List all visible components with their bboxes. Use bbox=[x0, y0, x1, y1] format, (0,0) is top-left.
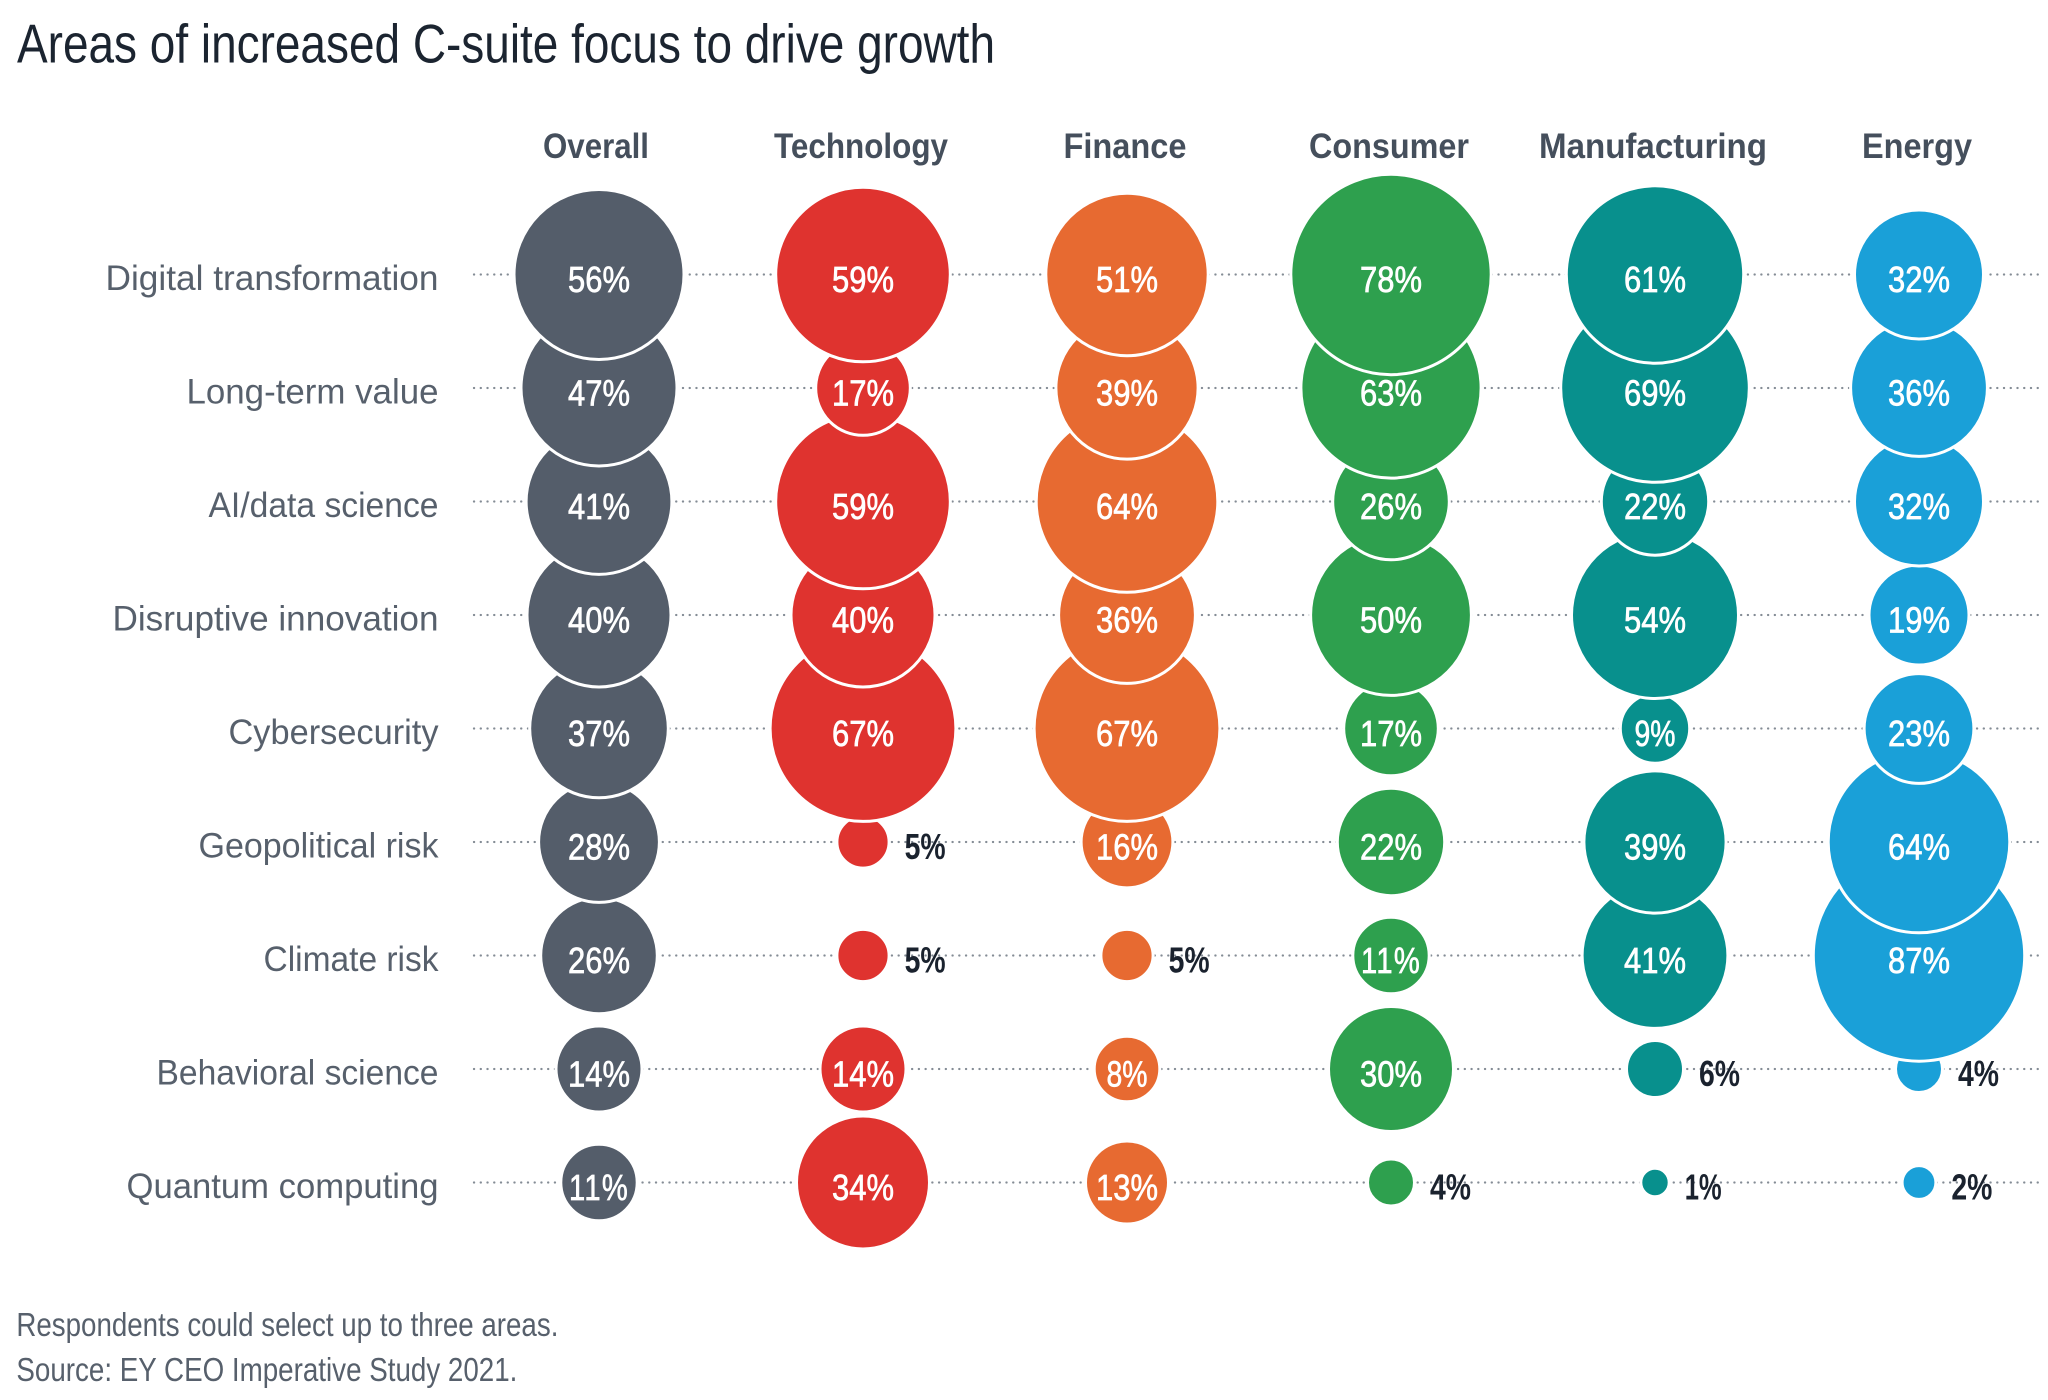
svg-text:2%: 2% bbox=[1951, 1168, 1992, 1208]
svg-text:5%: 5% bbox=[905, 941, 946, 981]
svg-text:14%: 14% bbox=[832, 1055, 894, 1095]
svg-text:41%: 41% bbox=[1624, 941, 1686, 981]
svg-text:22%: 22% bbox=[1360, 828, 1422, 868]
svg-text:Technology: Technology bbox=[774, 127, 948, 166]
svg-text:13%: 13% bbox=[1096, 1168, 1158, 1208]
svg-text:51%: 51% bbox=[1096, 260, 1158, 300]
svg-text:54%: 54% bbox=[1624, 601, 1686, 641]
svg-text:30%: 30% bbox=[1360, 1055, 1422, 1095]
svg-text:40%: 40% bbox=[568, 601, 630, 641]
svg-text:9%: 9% bbox=[1635, 714, 1676, 754]
svg-text:Climate risk: Climate risk bbox=[264, 940, 439, 979]
svg-text:67%: 67% bbox=[832, 714, 894, 754]
svg-text:63%: 63% bbox=[1360, 374, 1422, 414]
svg-text:64%: 64% bbox=[1888, 828, 1950, 868]
svg-text:11%: 11% bbox=[1361, 941, 1421, 981]
svg-text:16%: 16% bbox=[1096, 828, 1158, 868]
svg-text:19%: 19% bbox=[1888, 601, 1950, 641]
svg-text:69%: 69% bbox=[1624, 374, 1686, 414]
svg-text:11%: 11% bbox=[569, 1168, 629, 1208]
svg-text:36%: 36% bbox=[1096, 601, 1158, 641]
svg-text:32%: 32% bbox=[1888, 260, 1950, 300]
svg-text:61%: 61% bbox=[1624, 260, 1686, 300]
svg-text:4%: 4% bbox=[1430, 1168, 1471, 1208]
svg-text:50%: 50% bbox=[1360, 601, 1422, 641]
svg-text:39%: 39% bbox=[1624, 828, 1686, 868]
svg-text:56%: 56% bbox=[568, 260, 630, 300]
svg-text:Long-term value: Long-term value bbox=[187, 373, 439, 412]
svg-text:Digital transformation: Digital transformation bbox=[106, 259, 439, 298]
svg-text:8%: 8% bbox=[1107, 1055, 1148, 1095]
svg-text:Quantum computing: Quantum computing bbox=[127, 1167, 439, 1206]
svg-text:Geopolitical risk: Geopolitical risk bbox=[199, 827, 439, 866]
svg-text:14%: 14% bbox=[568, 1055, 630, 1095]
svg-text:AI/data science: AI/data science bbox=[209, 486, 439, 525]
svg-text:47%: 47% bbox=[568, 374, 630, 414]
svg-text:64%: 64% bbox=[1096, 487, 1158, 527]
svg-text:Cybersecurity: Cybersecurity bbox=[229, 713, 439, 752]
svg-text:67%: 67% bbox=[1096, 714, 1158, 754]
svg-text:5%: 5% bbox=[1169, 941, 1210, 981]
svg-text:Source: EY CEO Imperative Stud: Source: EY CEO Imperative Study 2021. bbox=[16, 1351, 517, 1388]
svg-text:59%: 59% bbox=[832, 260, 894, 300]
svg-text:78%: 78% bbox=[1360, 260, 1422, 300]
svg-text:Areas of increased C-suite foc: Areas of increased C-suite focus to driv… bbox=[17, 13, 995, 75]
svg-text:17%: 17% bbox=[1360, 714, 1422, 754]
svg-text:40%: 40% bbox=[832, 601, 894, 641]
svg-text:1%: 1% bbox=[1685, 1168, 1722, 1208]
svg-text:59%: 59% bbox=[832, 487, 894, 527]
svg-text:34%: 34% bbox=[832, 1168, 894, 1208]
svg-text:23%: 23% bbox=[1888, 714, 1950, 754]
svg-text:Disruptive innovation: Disruptive innovation bbox=[113, 600, 439, 639]
svg-text:Finance: Finance bbox=[1064, 127, 1187, 166]
svg-text:Consumer: Consumer bbox=[1309, 127, 1469, 166]
svg-text:41%: 41% bbox=[568, 487, 630, 527]
svg-text:Behavioral science: Behavioral science bbox=[157, 1054, 439, 1093]
svg-text:17%: 17% bbox=[832, 374, 894, 414]
svg-text:Manufacturing: Manufacturing bbox=[1539, 127, 1767, 166]
svg-text:4%: 4% bbox=[1958, 1054, 1999, 1094]
svg-text:26%: 26% bbox=[568, 941, 630, 981]
svg-text:37%: 37% bbox=[568, 714, 630, 754]
svg-text:6%: 6% bbox=[1699, 1054, 1740, 1094]
svg-text:26%: 26% bbox=[1360, 487, 1422, 527]
svg-text:5%: 5% bbox=[905, 827, 946, 867]
svg-text:Overall: Overall bbox=[543, 127, 649, 166]
svg-text:22%: 22% bbox=[1624, 487, 1686, 527]
svg-text:Energy: Energy bbox=[1862, 127, 1972, 166]
svg-text:32%: 32% bbox=[1888, 487, 1950, 527]
svg-text:87%: 87% bbox=[1888, 941, 1950, 981]
svg-text:Respondents could select up to: Respondents could select up to three are… bbox=[16, 1306, 558, 1343]
svg-text:39%: 39% bbox=[1096, 374, 1158, 414]
svg-text:36%: 36% bbox=[1888, 374, 1950, 414]
svg-text:28%: 28% bbox=[568, 828, 630, 868]
